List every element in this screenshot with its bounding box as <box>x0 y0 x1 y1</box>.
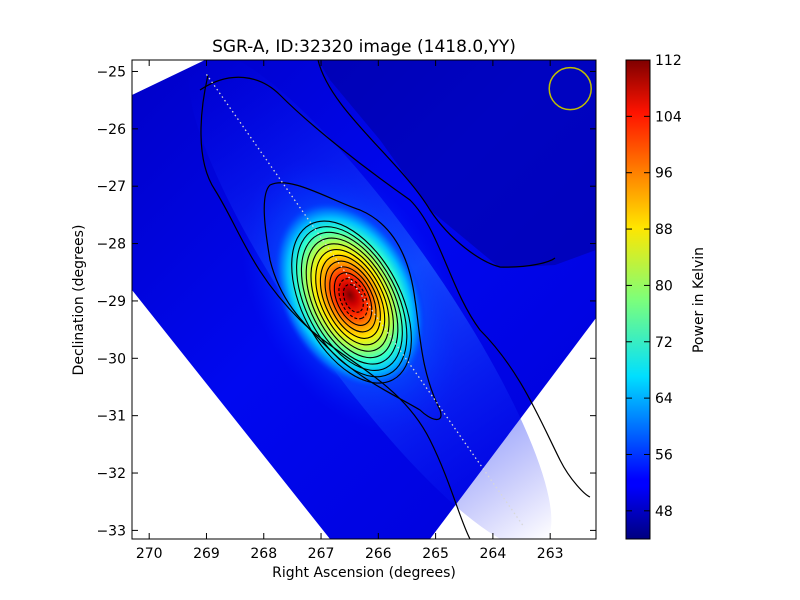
colorbar-tick-label: 80 <box>655 278 673 294</box>
y-tick-label: −31 <box>96 409 126 425</box>
y-tick-label: −27 <box>96 179 126 195</box>
y-tick-label: −33 <box>96 523 126 539</box>
x-tick-label: 268 <box>250 546 277 562</box>
y-tick-label: −25 <box>96 64 126 80</box>
contour-ring <box>324 260 381 339</box>
y-tick-label: −30 <box>96 351 126 367</box>
x-tick-label: 270 <box>136 546 163 562</box>
image-area <box>132 60 596 539</box>
x-tick-label: 263 <box>537 546 564 562</box>
colorbar-tick-label: 48 <box>655 504 673 520</box>
colorbar-tick-label: 104 <box>655 109 682 125</box>
colorbar-tick-label: 96 <box>655 166 673 182</box>
contour-ring <box>333 272 373 326</box>
x-tick-label: 265 <box>422 546 449 562</box>
y-tick-label: −32 <box>96 466 126 482</box>
x-axis-label: Right Ascension (degrees) <box>272 565 456 581</box>
contour-ring <box>315 249 390 352</box>
contour-ring <box>296 226 408 378</box>
colorbar-tick-label: 64 <box>655 391 673 407</box>
colorbar-tick-label: 56 <box>655 447 673 463</box>
contour-upper-right <box>317 60 556 268</box>
x-tick-label: 269 <box>193 546 220 562</box>
x-tick-label: 266 <box>365 546 392 562</box>
y-axis: −25 −26 −27 −28 −29 −30 −31 −32 −33 <box>96 64 596 539</box>
low-power-region <box>318 60 596 268</box>
x-axis: 270 269 268 267 266 265 264 263 <box>136 60 564 562</box>
peak-contour-rings <box>291 220 412 384</box>
x-tick-label: 267 <box>308 546 335 562</box>
contour-ring <box>342 284 364 313</box>
y-axis-label: Declination (degrees) <box>71 225 87 376</box>
colorbar-tick-label: 112 <box>655 53 682 69</box>
x-tick-label: 264 <box>480 546 507 562</box>
y-tick-label: −29 <box>96 294 126 310</box>
colorbar-tick-label: 72 <box>655 335 673 351</box>
colorbar-label: Power in Kelvin <box>691 247 707 353</box>
contour-ring <box>300 231 403 371</box>
contour-outer-left <box>200 74 471 539</box>
colorbar-tick-label: 88 <box>655 222 673 238</box>
y-tick-label: −26 <box>96 122 126 138</box>
plot-frame <box>131 59 597 540</box>
contour-inner-ring <box>263 182 442 420</box>
contour-ring <box>338 278 369 320</box>
contour-ring <box>319 254 386 346</box>
contour-outer-right <box>199 76 591 498</box>
colorbar-ticks: 48 56 64 72 80 88 96 104 112 <box>626 53 682 520</box>
beam-circle <box>548 66 592 111</box>
colorbar <box>625 59 651 540</box>
contour-ring <box>310 243 394 359</box>
contour-ring <box>329 266 377 333</box>
contour-ring <box>291 220 412 384</box>
contour-lines <box>199 60 591 539</box>
contour-ring <box>305 237 399 365</box>
y-tick-label: −28 <box>96 237 126 253</box>
chart-title: SGR-A, ID:32320 image (1418.0,YY) <box>212 37 516 57</box>
